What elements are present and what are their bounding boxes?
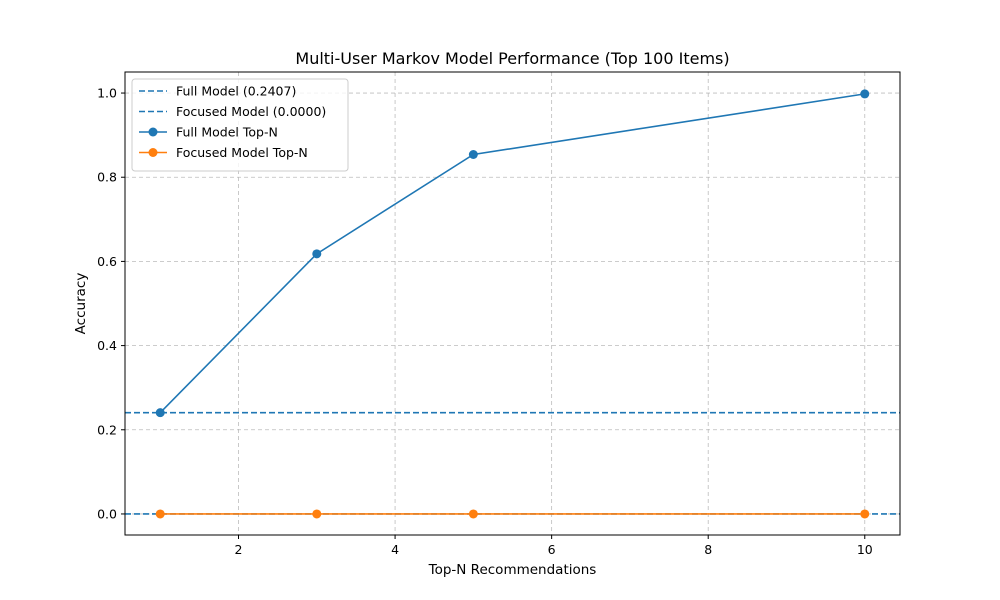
x-tick-label: 10 (857, 542, 873, 557)
legend-label: Focused Model (0.0000) (176, 104, 326, 119)
data-point (468, 149, 478, 159)
plot-area-frame (124, 71, 901, 536)
legend-label: Full Model Top-N (176, 125, 278, 140)
data-point (312, 509, 322, 519)
data-point (860, 89, 870, 99)
data-point (468, 509, 478, 519)
x-tick-label: 6 (548, 542, 556, 557)
data-series (155, 89, 870, 519)
x-tick-label: 4 (391, 542, 399, 557)
data-point (155, 509, 165, 519)
y-tick-label: 0.8 (97, 170, 117, 185)
y-tick-label: 0.2 (97, 422, 117, 437)
legend-marker-swatch (148, 148, 158, 157)
data-point (155, 408, 165, 418)
data-point (312, 249, 322, 259)
y-axis-label: Accuracy (73, 273, 89, 335)
chart-title: Multi-User Markov Model Performance (Top… (295, 49, 729, 68)
data-point (860, 509, 870, 519)
y-tick-label: 1.0 (97, 86, 117, 101)
x-tick-label: 8 (704, 542, 712, 557)
x-tick-label: 2 (235, 542, 243, 557)
x-axis: 2 4 6 8 10 (235, 535, 873, 557)
y-tick-label: 0.0 (97, 506, 117, 521)
series-line (159, 93, 865, 414)
x-axis-label: Top-N Recommendations (428, 562, 597, 578)
y-tick-label: 0.6 (97, 254, 117, 269)
grid-lines (125, 72, 900, 535)
legend-box (131, 78, 349, 172)
legend-label: Full Model (0.2407) (176, 84, 296, 99)
y-axis: 0.0 0.2 0.4 0.6 0.8 1.0 (97, 86, 125, 521)
legend-label: Focused Model Top-N (176, 145, 308, 160)
legend-marker-swatch (148, 127, 158, 137)
y-tick-label: 0.4 (97, 338, 117, 353)
legend: Full Model (0.2407) Focused Model (0.0000… (131, 78, 349, 172)
